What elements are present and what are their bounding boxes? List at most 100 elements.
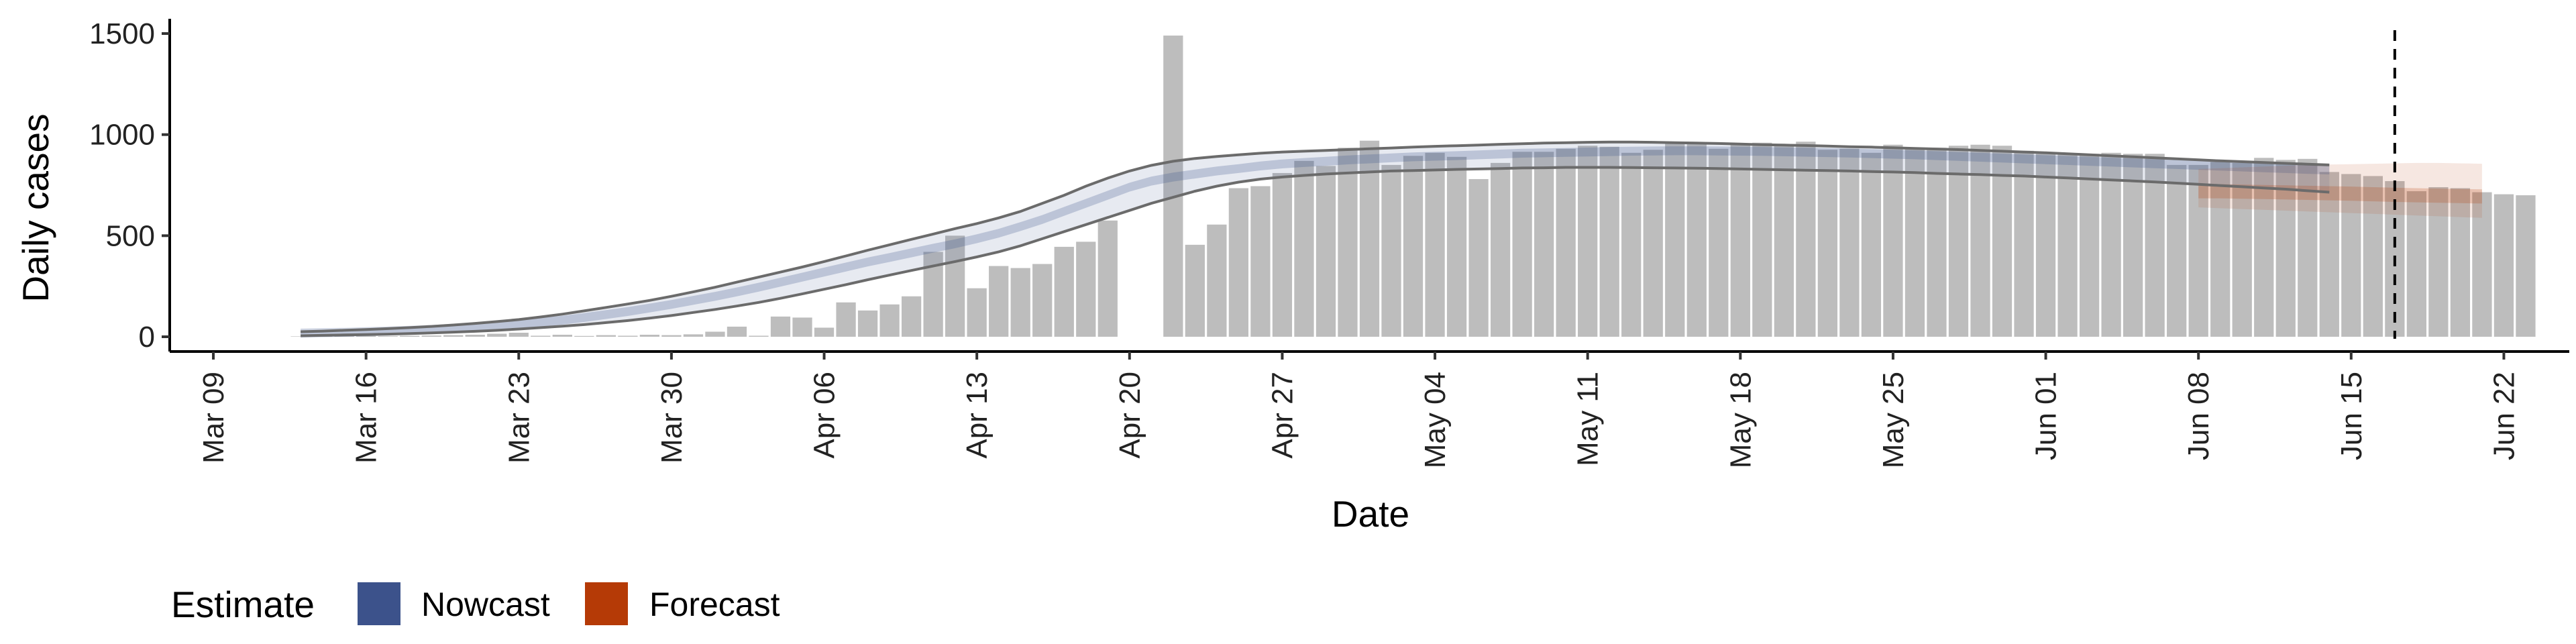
bar — [2123, 154, 2143, 337]
bar — [2493, 194, 2514, 337]
bar — [1709, 148, 1729, 337]
bar — [2014, 150, 2034, 337]
bar — [378, 336, 398, 337]
nowcast-upper-line — [301, 140, 2330, 333]
x-tick-label: May 11 — [1572, 372, 1605, 466]
bar — [1948, 146, 1969, 337]
forecast-band-outer — [2198, 162, 2482, 218]
legend-swatch-nowcast — [358, 582, 400, 625]
bar — [1861, 152, 1882, 337]
bar — [1054, 246, 1074, 337]
bar — [2341, 174, 2361, 337]
bar — [945, 235, 965, 337]
bar — [2101, 152, 2121, 337]
bar — [2188, 164, 2208, 337]
bar — [1185, 244, 1205, 337]
bar — [1796, 142, 1816, 337]
bar — [1250, 186, 1271, 337]
y-tick-label: 1500 — [89, 17, 155, 50]
bar — [1839, 148, 1860, 337]
bar — [1904, 148, 1925, 337]
x-tick-label: Apr 06 — [808, 372, 841, 459]
x-tick-label: May 25 — [1877, 372, 1910, 468]
x-tick-label: Mar 23 — [502, 372, 535, 464]
x-tick-label: Mar 09 — [197, 372, 230, 464]
bar — [2210, 162, 2231, 337]
x-tick-label: Jun 22 — [2487, 372, 2520, 460]
bar — [967, 288, 987, 337]
bar — [683, 334, 704, 337]
bar — [574, 335, 594, 337]
bar — [2145, 154, 2165, 337]
bar — [2363, 176, 2383, 337]
bar — [1272, 172, 1293, 337]
bar — [1774, 144, 1794, 337]
nowcast-lower-line — [301, 166, 2330, 337]
bar — [2472, 192, 2492, 337]
bar — [2450, 188, 2471, 337]
bar — [2406, 191, 2427, 337]
bar — [814, 327, 835, 337]
bar — [2298, 158, 2318, 337]
bands-layer — [301, 142, 2482, 338]
bar — [465, 334, 485, 337]
bar — [792, 317, 812, 337]
bar — [1316, 166, 1336, 337]
bar — [508, 332, 529, 337]
bar — [901, 296, 922, 337]
bar — [1010, 268, 1030, 337]
bar — [290, 336, 311, 337]
bar — [552, 334, 572, 337]
bar — [1207, 224, 1227, 337]
bar — [1686, 142, 1707, 337]
bar — [1927, 148, 1947, 337]
bar — [857, 310, 878, 337]
bar — [1621, 152, 1642, 337]
bar — [1730, 144, 1750, 337]
x-tick-label: Jun 01 — [2030, 372, 2063, 460]
axes-layer: 0 500 1000 1500 Mar 09 Mar 16 Mar 23 Mar 30 Apr … — [89, 17, 2569, 468]
x-tick-label: May 04 — [1419, 372, 1452, 468]
y-axis-title: Daily cases — [15, 113, 56, 302]
x-axis-title: Date — [1332, 493, 1409, 535]
bar — [1578, 146, 1598, 337]
legend-label-forecast: Forecast — [649, 586, 780, 623]
bar — [1665, 142, 1685, 337]
bar — [2232, 162, 2252, 337]
bar — [334, 336, 354, 337]
bar — [1534, 152, 1554, 337]
bar — [770, 316, 791, 337]
bar — [1076, 241, 1096, 337]
nowcast-band-inner — [301, 146, 2330, 338]
bar — [596, 335, 616, 337]
legend: Estimate Nowcast Forecast — [171, 582, 780, 625]
bar — [1817, 150, 1838, 337]
bar — [400, 335, 420, 337]
bar — [639, 334, 660, 337]
bar — [1228, 188, 1249, 337]
bar — [487, 333, 507, 337]
y-tick-label: 500 — [106, 219, 155, 252]
bar — [1752, 142, 1772, 337]
bar — [1992, 146, 2012, 337]
bar — [2319, 172, 2339, 337]
bar — [661, 335, 682, 337]
bar — [2079, 154, 2100, 337]
bar — [1490, 162, 1511, 337]
bar — [1970, 144, 1990, 337]
legend-label-nowcast: Nowcast — [421, 586, 550, 623]
y-tick-label: 0 — [139, 321, 155, 354]
bar — [1556, 148, 1576, 337]
bar — [2516, 195, 2536, 337]
bar — [1883, 144, 1903, 337]
bar — [2428, 187, 2449, 337]
bar — [2035, 154, 2056, 337]
bar — [1643, 150, 1663, 337]
bar — [618, 335, 638, 337]
bar — [1097, 220, 1118, 337]
legend-swatch-forecast — [585, 582, 628, 625]
bar — [836, 302, 856, 337]
legend-title: Estimate — [171, 584, 315, 625]
bar — [705, 331, 725, 337]
